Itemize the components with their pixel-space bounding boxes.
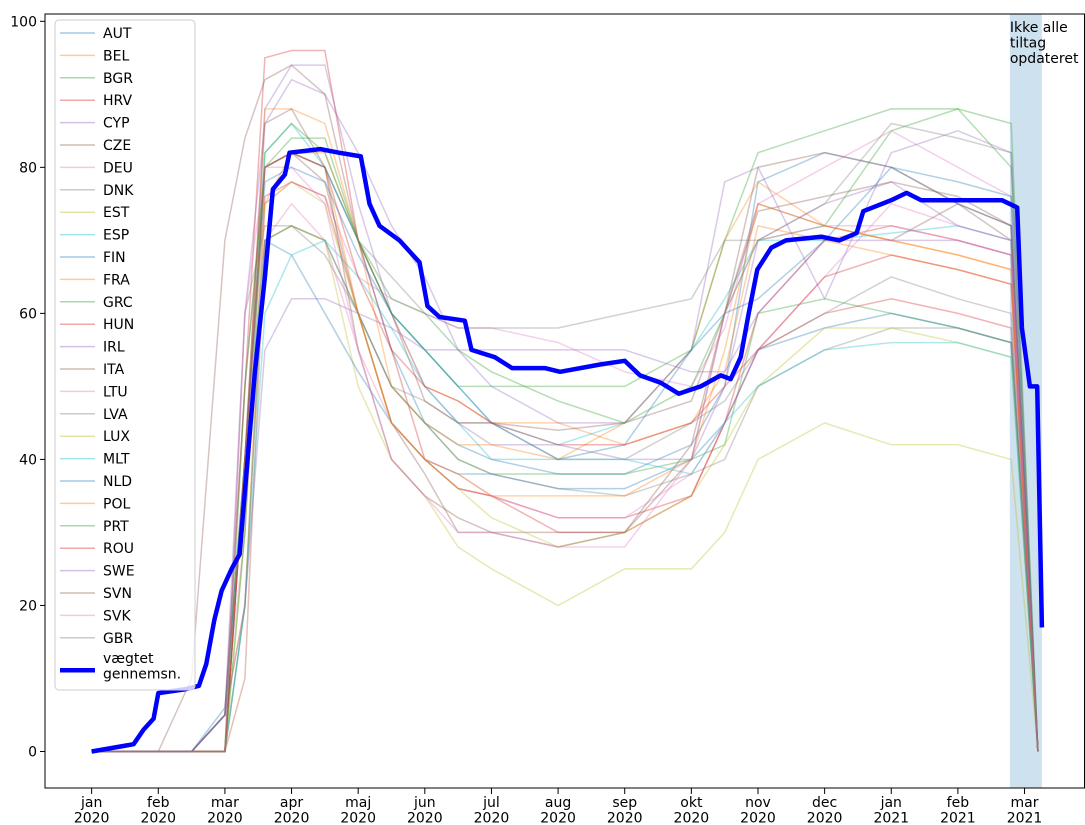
legend-label: BGR xyxy=(103,71,133,87)
legend-label: MLT xyxy=(103,452,130,468)
x-tick-label: jan 2021 xyxy=(873,795,909,825)
country-line xyxy=(91,180,1039,753)
x-tick-label: okt 2020 xyxy=(674,795,710,825)
country-line xyxy=(91,49,1039,753)
legend-label: ROU xyxy=(103,541,134,557)
x-tick-label: aug 2020 xyxy=(540,795,576,825)
average-line xyxy=(91,146,1045,754)
legend-label: CZE xyxy=(103,138,131,154)
y-tick-label: 80 xyxy=(19,160,37,176)
legend-label: POL xyxy=(103,496,130,512)
legend-label: LUX xyxy=(103,429,130,445)
country-line xyxy=(91,225,1039,753)
legend-label: LVA xyxy=(103,407,128,423)
country-line xyxy=(91,108,1039,753)
x-tick-label: mar 2020 xyxy=(207,795,243,825)
country-line xyxy=(91,224,1039,753)
legend-label: vægtet gennemsn. xyxy=(103,651,181,682)
legend-label: AUT xyxy=(103,26,132,42)
legend-label: IRL xyxy=(103,340,125,356)
country-line xyxy=(91,78,1039,753)
country-line xyxy=(91,166,1039,753)
legend-label: HUN xyxy=(103,317,134,333)
country-line xyxy=(91,239,1039,753)
x-tick-label: sep 2020 xyxy=(607,795,643,825)
country-line xyxy=(91,151,1039,753)
legend-label: LTU xyxy=(103,384,128,400)
legend-label: CYP xyxy=(103,116,130,132)
legend-label: SVN xyxy=(103,586,132,602)
legend-label: ESP xyxy=(103,228,129,244)
country-line xyxy=(91,129,1039,753)
legend-label: DEU xyxy=(103,160,133,176)
country-line xyxy=(91,64,1039,753)
legend-label: SWE xyxy=(103,564,135,580)
y-tick-label: 100 xyxy=(10,14,37,30)
legend-label: BEL xyxy=(103,48,129,64)
x-tick-label: feb 2021 xyxy=(940,795,976,825)
x-tick-label: mar 2021 xyxy=(1007,795,1043,825)
country-line xyxy=(91,224,1039,753)
y-tick-label: 0 xyxy=(28,744,37,760)
country-line xyxy=(91,224,1039,753)
country-line xyxy=(91,202,1039,753)
legend-label: HRV xyxy=(103,93,132,109)
y-tick-label: 40 xyxy=(19,452,37,468)
y-tick-label: 60 xyxy=(19,306,37,322)
legend-label: ITA xyxy=(103,362,125,378)
legend-label: FRA xyxy=(103,272,130,288)
legend-label: EST xyxy=(103,205,130,221)
legend-label: DNK xyxy=(103,183,134,199)
legend: AUT BEL BGR HRV CYP CZE DEU DNK EST ESP FIN FRA GRC H… xyxy=(54,19,196,691)
x-tick-label: feb 2020 xyxy=(140,795,176,825)
axes-frame xyxy=(44,13,1085,789)
annotation: Ikke alle tiltag opdateret xyxy=(1010,20,1079,67)
x-tick-label: jul 2020 xyxy=(474,795,510,825)
x-tick-label: jan 2020 xyxy=(74,795,110,825)
legend-box xyxy=(54,19,196,691)
legend-label: GBR xyxy=(103,631,133,647)
legend-label: FIN xyxy=(103,250,126,266)
country-line xyxy=(91,239,1039,753)
x-tick-label: apr 2020 xyxy=(274,795,310,825)
legend-label: SVK xyxy=(103,608,131,624)
x-tick-label: jun 2020 xyxy=(407,795,443,825)
x-tick-label: maj 2020 xyxy=(340,795,376,825)
country-line xyxy=(91,151,1039,753)
y-tick-label: 20 xyxy=(19,598,37,614)
legend-label: NLD xyxy=(103,474,132,490)
legend-label: PRT xyxy=(103,519,129,535)
legend-label: GRC xyxy=(103,295,133,311)
country-line xyxy=(91,151,1039,753)
x-tick-label: dec 2020 xyxy=(807,795,843,825)
x-tick-label: nov 2020 xyxy=(740,795,776,825)
country-line xyxy=(91,108,1039,753)
